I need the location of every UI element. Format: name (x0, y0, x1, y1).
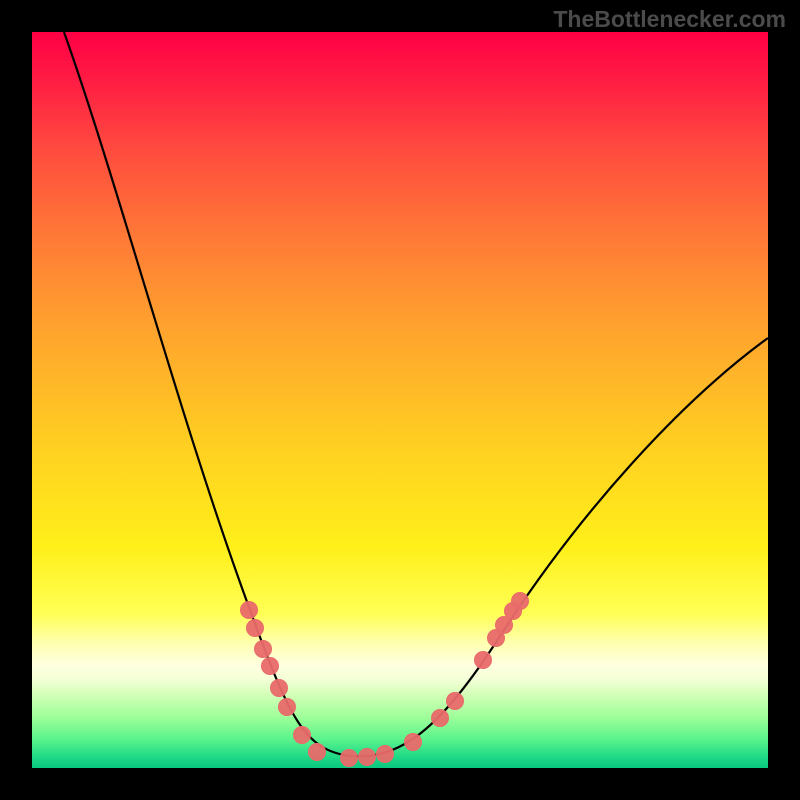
data-marker (377, 746, 394, 763)
data-marker (341, 750, 358, 767)
data-marker (241, 602, 258, 619)
data-marker (475, 652, 492, 669)
data-marker (405, 734, 422, 751)
data-marker (447, 693, 464, 710)
data-marker (262, 658, 279, 675)
data-marker (432, 710, 449, 727)
curve-layer (0, 0, 800, 800)
data-marker (271, 680, 288, 697)
data-marker (279, 699, 296, 716)
data-marker (247, 620, 264, 637)
data-marker (512, 593, 529, 610)
data-marker (294, 727, 311, 744)
bottleneck-curve (64, 32, 768, 756)
data-marker (359, 749, 376, 766)
data-marker (255, 641, 272, 658)
data-marker (309, 744, 326, 761)
chart-container: TheBottlenecker.com (0, 0, 800, 800)
watermark-text: TheBottlenecker.com (553, 6, 786, 33)
